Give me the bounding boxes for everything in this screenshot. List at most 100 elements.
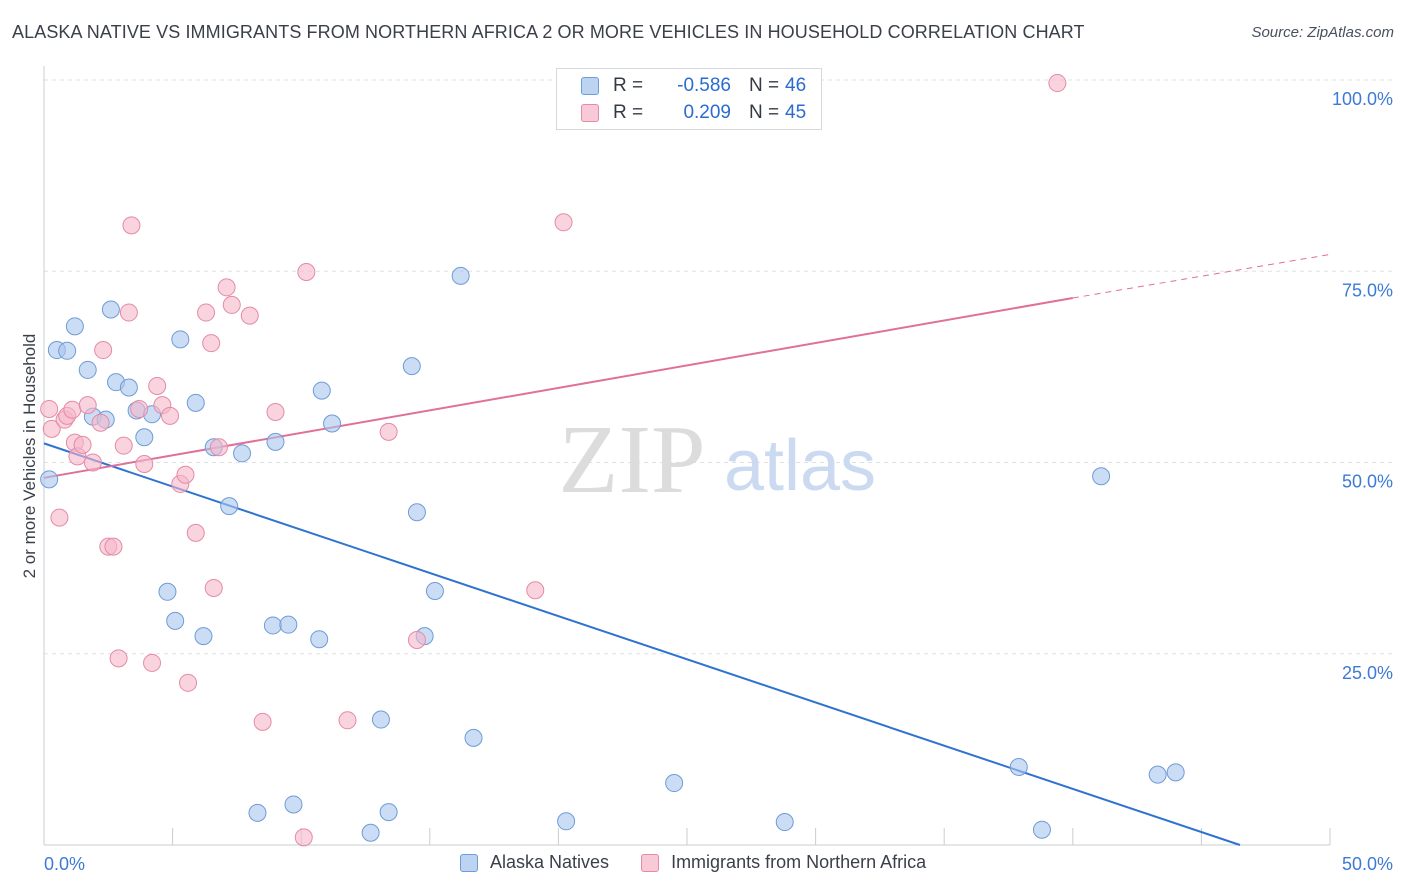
alaska-native-point: [166, 611, 185, 630]
northern-africa-point: [83, 453, 102, 472]
alaska-native-point: [65, 317, 84, 336]
alaska-native-point: [1166, 763, 1185, 782]
watermark-atlas: atlas: [724, 426, 876, 506]
northern-africa-point: [204, 578, 223, 597]
northern-africa-point: [148, 377, 167, 395]
source-credit: Source: ZipAtlas.com: [1251, 24, 1394, 41]
alaska-native-point: [263, 616, 282, 635]
stat-row-alaska-natives: R = -0.586 N = 46: [581, 73, 806, 99]
data-points: [40, 74, 1185, 847]
alaska-native-point: [1092, 467, 1111, 486]
northern-africa-point: [379, 422, 398, 441]
alaska-native-point: [1009, 757, 1028, 776]
northern-africa-point: [338, 711, 357, 730]
tick-labels: 25.0% 50.0% 75.0% 100.0% 0.0% 50.0%: [44, 89, 1393, 874]
northern-africa-point: [554, 213, 573, 232]
northern-africa-point: [217, 278, 236, 297]
y-axis-label: 2 or more Vehicles in Household: [20, 333, 39, 579]
northern-africa-point: [197, 303, 216, 322]
northern-africa-point: [119, 303, 138, 322]
northern-africa-point: [240, 306, 259, 325]
northern-africa-point: [186, 523, 205, 542]
northern-africa-point: [73, 435, 92, 454]
n-label: N =: [749, 75, 780, 96]
northern-africa-point: [114, 436, 133, 455]
r-value: 0.209: [683, 102, 731, 123]
legend-label: Immigrants from Northern Africa: [671, 852, 927, 872]
legend-item-alaska-natives[interactable]: Alaska Natives: [460, 852, 609, 873]
chart-title: ALASKA NATIVE VS IMMIGRANTS FROM NORTHER…: [12, 22, 1085, 42]
alaska-native-point: [101, 300, 120, 319]
y-tick-label: 75.0%: [1342, 280, 1393, 300]
northern-africa-point: [294, 828, 313, 847]
alaska-native-point: [323, 414, 342, 433]
northern-africa-point: [91, 413, 110, 432]
n-value: 46: [785, 75, 807, 96]
alaska-native-point: [171, 330, 190, 349]
alaska-native-point: [407, 503, 426, 522]
alaska-native-point: [119, 378, 138, 397]
trend-lines: [43, 253, 1331, 846]
alaska-native-point: [78, 360, 97, 379]
blue-swatch: [581, 77, 599, 95]
alaska-native-point: [233, 444, 252, 463]
r-value: -0.586: [677, 75, 731, 96]
pink-swatch: [641, 853, 660, 872]
alaska-natives-trend-line: [43, 442, 1241, 846]
watermark-zip: ZIP: [559, 406, 706, 514]
northern-africa-point: [526, 581, 545, 600]
legend-item-northern-africa[interactable]: Immigrants from Northern Africa: [641, 852, 926, 873]
northern-africa-point: [222, 295, 241, 314]
northern-africa-point: [266, 403, 285, 422]
alaska-native-point: [557, 812, 576, 831]
alaska-native-point: [1032, 820, 1051, 839]
northern-africa-point: [40, 399, 59, 418]
alaska-native-point: [284, 795, 303, 814]
alaska-native-point: [58, 341, 77, 360]
x-tick-label: 0.0%: [44, 854, 85, 874]
northern-africa-point: [135, 455, 154, 474]
pink-swatch: [581, 104, 599, 122]
alaska-native-point: [135, 428, 154, 447]
alaska-native-point: [1148, 765, 1167, 784]
northern-africa-point: [179, 673, 198, 692]
axes: [43, 66, 1331, 846]
alaska-native-point: [361, 823, 380, 842]
alaska-native-point: [220, 497, 239, 516]
y-tick-label: 100.0%: [1332, 89, 1393, 109]
northern-africa-point: [78, 396, 97, 415]
northern-africa-point: [104, 537, 123, 556]
stat-row-northern-africa: R = 0.209 N = 45: [581, 100, 806, 126]
northern-africa-point: [1048, 74, 1067, 93]
alaska-native-point: [451, 266, 470, 285]
alaska-native-point: [464, 728, 483, 747]
northern-africa-point: [63, 400, 82, 419]
northern-africa-point: [202, 334, 221, 353]
alaska-native-point: [158, 582, 177, 601]
n-value: 45: [785, 102, 807, 123]
alaska-native-point: [186, 393, 205, 412]
alaska-native-point: [402, 357, 421, 376]
y-tick-label: 50.0%: [1342, 472, 1393, 492]
northern-africa-point: [209, 438, 228, 457]
x-tick-label: 50.0%: [1342, 854, 1393, 874]
alaska-native-point: [379, 803, 398, 822]
alaska-native-point: [371, 710, 390, 729]
alaska-native-point: [310, 630, 329, 649]
watermark: ZIP atlas: [559, 406, 877, 514]
alaska-native-point: [665, 774, 684, 793]
northern-africa-point: [176, 465, 195, 484]
legend-label: Alaska Natives: [490, 852, 610, 872]
alaska-native-point: [425, 582, 444, 601]
northern-africa-point: [161, 406, 180, 425]
northern-africa-point: [122, 216, 141, 235]
alaska-native-point: [279, 615, 298, 634]
alaska-native-point: [775, 813, 794, 832]
chart-legend: Alaska Natives Immigrants from Northern …: [460, 852, 958, 873]
northern-africa-trend-extension: [1072, 253, 1331, 299]
n-label: N =: [749, 102, 780, 123]
northern-africa-point: [407, 630, 426, 649]
alaska-native-point: [248, 803, 267, 822]
gridlines: [44, 79, 1394, 655]
